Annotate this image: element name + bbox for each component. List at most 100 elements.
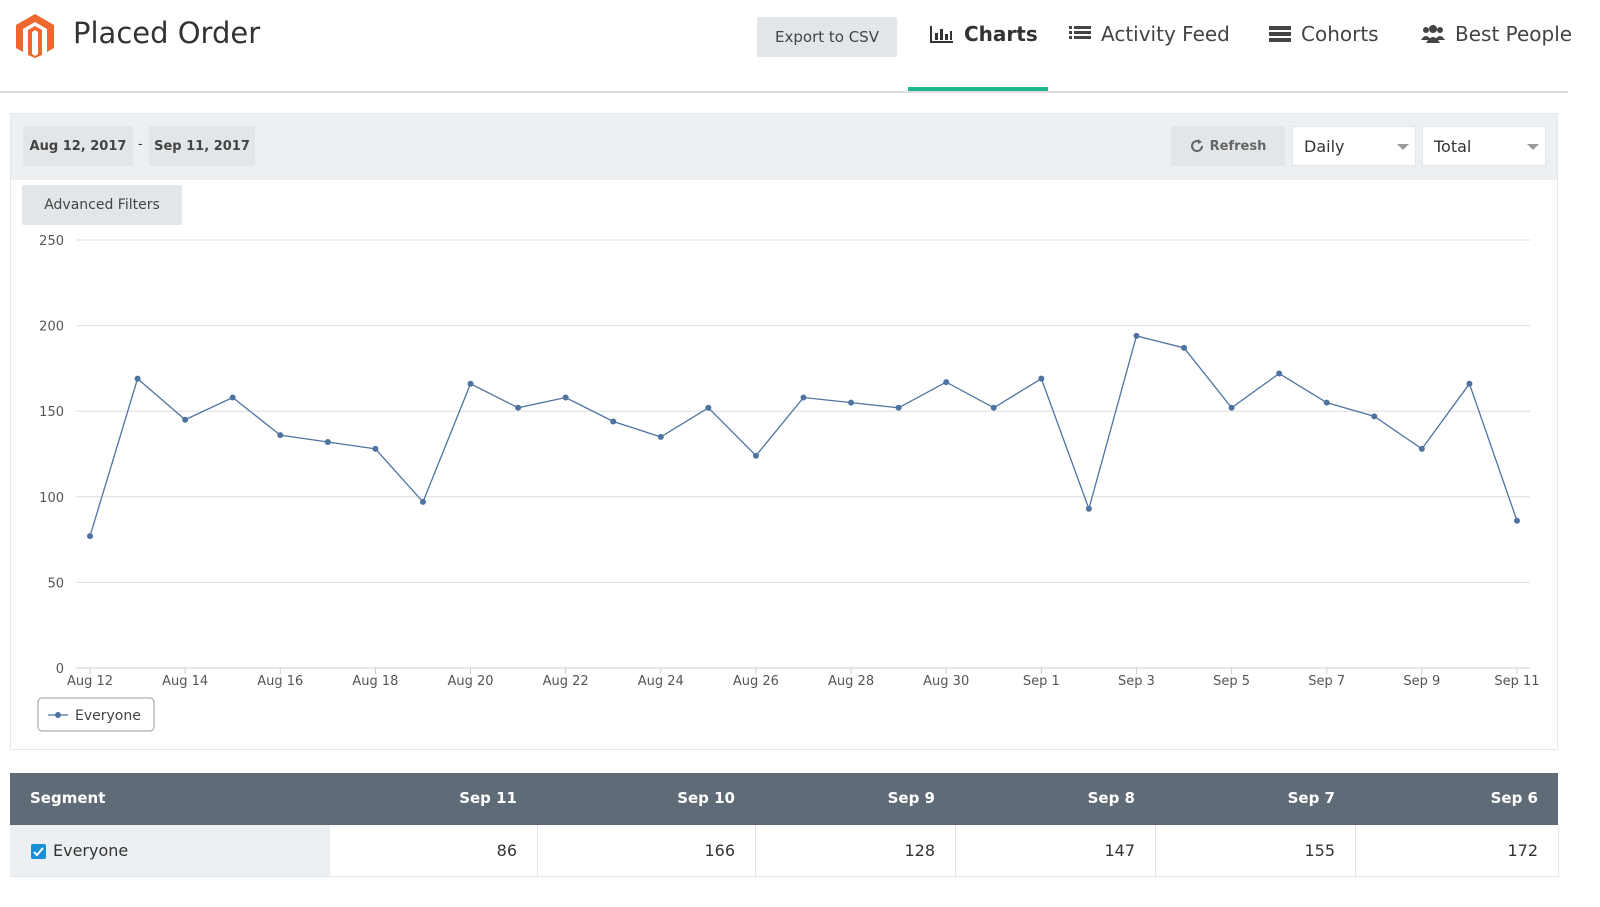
tab-best-people[interactable]: Best People (1421, 22, 1572, 46)
tab-cohorts[interactable]: Cohorts (1269, 22, 1379, 46)
table-cell: 147 (1104, 841, 1135, 860)
x-tick-label: Aug 26 (733, 674, 779, 689)
icon (1421, 25, 1445, 43)
cell-border (1155, 825, 1156, 877)
x-tick-label: Aug 22 (543, 674, 589, 689)
data-point (657, 433, 664, 440)
table-header-cell: Sep 9 (887, 789, 935, 807)
header-divider (0, 91, 1568, 93)
export-button[interactable]: Export to CSV (757, 17, 897, 57)
data-point (895, 404, 902, 411)
page-title: Placed Order (73, 16, 261, 50)
end-date[interactable]: Sep 11, 2017 (149, 126, 255, 166)
x-tick-label: Aug 12 (67, 674, 113, 689)
table-header-bg (10, 773, 1558, 825)
cell-border (1355, 825, 1356, 877)
data-point (705, 404, 712, 411)
data-point (182, 416, 189, 423)
interval-select[interactable]: Daily (1292, 126, 1416, 166)
legend: Everyone (37, 697, 155, 732)
legend-label: Everyone (75, 708, 141, 724)
x-tick-label: Aug 16 (257, 674, 303, 689)
x-tick-label: Aug 30 (923, 674, 969, 689)
chart-panel (10, 113, 1558, 750)
legend-dot (55, 712, 61, 718)
cell-border (755, 825, 756, 877)
tab-label: Best People (1455, 22, 1573, 46)
y-tick-label: 250 (39, 234, 64, 249)
series-line (89, 335, 1518, 537)
checkbox[interactable] (31, 844, 46, 859)
metric-select[interactable]: Total (1422, 126, 1546, 166)
data-point (324, 439, 331, 446)
table-header-cell: Segment (30, 789, 106, 807)
table-cell: Everyone (53, 841, 129, 860)
data-table: Segment Sep 11 Sep 10 Sep 9 Sep 8 Sep 7 Sep 6 E… (10, 773, 1559, 877)
table-header-cell: Sep 7 (1287, 789, 1335, 807)
data-point (277, 432, 284, 439)
segment-cell-bg (10, 825, 330, 877)
cell-border (955, 825, 956, 877)
check (33, 847, 44, 857)
data-point (1514, 517, 1520, 524)
refresh-button[interactable]: Refresh (1171, 126, 1285, 166)
table-header-cell: Sep 10 (677, 789, 735, 807)
data-point (1466, 380, 1473, 387)
data-point (610, 418, 617, 425)
data-point (990, 404, 997, 411)
data-point (1085, 505, 1092, 512)
tab-label: Activity Feed (1101, 22, 1230, 46)
y-tick-label: 50 (47, 576, 64, 591)
data-point (1133, 332, 1140, 339)
data-point (467, 380, 474, 387)
data-point (1276, 370, 1283, 377)
icon (1190, 139, 1203, 153)
chart: 0 50 100 150 200 250 Aug 12 Aug 14 Aug 16 Aug 18 A… (37, 234, 1540, 732)
data-point (943, 379, 950, 386)
icon (930, 26, 953, 43)
data-point (515, 404, 522, 411)
table-header-cell: Sep 6 (1490, 789, 1538, 807)
tab-charts[interactable]: Charts (930, 22, 1038, 46)
logo (16, 14, 54, 58)
data-point (229, 394, 236, 401)
tab-label: Cohorts (1301, 22, 1379, 46)
x-tick-label: Sep 7 (1308, 674, 1345, 689)
date-separator: - (138, 137, 143, 152)
data-point (1181, 344, 1188, 351)
table-header-cell: Sep 11 (459, 789, 517, 807)
legend-box (37, 697, 155, 732)
y-tick-label: 0 (56, 662, 64, 677)
data-point (800, 394, 807, 401)
x-tick-label: Aug 20 (448, 674, 494, 689)
data-point (419, 498, 426, 505)
data-point (1038, 375, 1045, 382)
data-point (1323, 399, 1330, 406)
x-tick-label: Aug 18 (352, 674, 398, 689)
tab-activity[interactable]: Activity Feed (1069, 22, 1230, 46)
cell-border (1558, 825, 1559, 877)
metric-value: Total (1434, 137, 1472, 156)
data-point (372, 445, 379, 452)
x-tick-label: Sep 9 (1403, 674, 1440, 689)
y-tick-label: 100 (39, 491, 64, 506)
data-point (87, 533, 93, 540)
y-tick-label: 200 (39, 320, 64, 335)
table-cell: 172 (1507, 841, 1538, 860)
data-point (1371, 413, 1378, 420)
icon (1269, 26, 1291, 42)
data-point (1418, 445, 1425, 452)
x-tick-label: Sep 3 (1118, 674, 1155, 689)
x-tick-label: Sep 1 (1023, 674, 1060, 689)
interval-value: Daily (1304, 137, 1345, 156)
advanced-filters[interactable]: Advanced Filters (22, 185, 182, 225)
x-tick-label: Aug 28 (828, 674, 874, 689)
table-cell: 86 (496, 841, 517, 860)
caret (1397, 144, 1409, 150)
x-tick-label: Sep 5 (1213, 674, 1250, 689)
data-point (134, 375, 141, 382)
start-date[interactable]: Aug 12, 2017 (23, 126, 133, 166)
data-point (752, 452, 759, 459)
row-border (10, 876, 1558, 877)
